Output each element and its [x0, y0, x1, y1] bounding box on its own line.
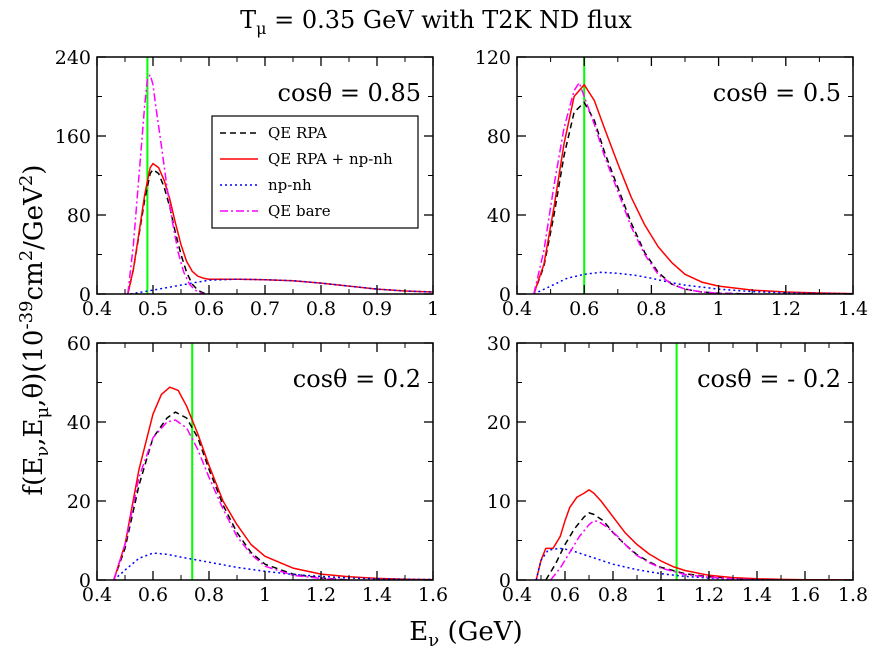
series-line-qe-rpa	[533, 101, 753, 294]
x-tick-label: 0.6	[138, 584, 168, 606]
x-tick-label: 1.4	[838, 298, 868, 320]
x-tick-label: 1.4	[742, 584, 772, 606]
plot-area	[535, 343, 853, 580]
x-tick-label: 0.9	[362, 298, 392, 320]
series-line-qe-rpa-np-nh	[535, 489, 853, 580]
y-tick-label: 0	[499, 570, 511, 592]
legend: QE RPA QE RPA + np-nh np-nh QE bare	[211, 115, 419, 229]
legend-label: QE bare	[268, 202, 331, 220]
panel-1: 0.4 0.5 0.6 0.7 0.8 0.9 1 0 80 160 240 cosθ = 0.85	[55, 47, 439, 320]
ylabel-part: cm	[19, 261, 49, 300]
y-tick-label: 80	[67, 205, 91, 227]
x-tick-label: 1.8	[838, 584, 868, 606]
ylabel-part: 2	[16, 250, 37, 261]
x-tick-label: 1.6	[790, 584, 820, 606]
panel-2: 0.4 0.6 0.8 1 1.2 1.4 0 40 80 120 cosθ = 0.5	[475, 47, 868, 320]
x-tick-label: 0.8	[636, 298, 666, 320]
x-tick-label: 0.4	[502, 584, 532, 606]
ylabel-part: ,θ)(10	[19, 330, 49, 407]
series-line-np-nh	[130, 278, 433, 294]
y-tick-label: 0	[79, 284, 91, 306]
x-axis-title: Eν (GeV)	[409, 617, 522, 651]
x-tick-label: 0.4	[502, 298, 532, 320]
x-tick-label: 1.2	[306, 584, 336, 606]
panel-label: cosθ = 0.85	[278, 79, 421, 107]
x-tick-label: 1	[259, 584, 271, 606]
xlabel-sub: ν	[428, 630, 439, 651]
chart-title: Tμ = 0.35 GeV with T2K ND flux	[240, 6, 632, 38]
x-tick-label: 1.6	[418, 584, 448, 606]
y-tick-label: 160	[55, 126, 91, 148]
series-line-qe-bare	[533, 81, 753, 294]
legend-label: QE RPA + np-nh	[268, 150, 393, 168]
title-main: T	[240, 6, 256, 34]
x-tick-label: 0.6	[194, 298, 224, 320]
y-tick-label: 30	[487, 333, 511, 355]
legend-label: np-nh	[268, 176, 312, 194]
y-tick-label: 10	[487, 491, 511, 513]
ylabel-part: ,E	[19, 419, 49, 446]
y-axis-title: f(Eν​,Eμ​,θ)(10-39​cm2​/GeV2​)	[16, 165, 53, 496]
x-tick-label: 0.5	[138, 298, 168, 320]
title-rest: = 0.35 GeV with T2K ND flux	[266, 6, 632, 34]
title-sub: μ	[256, 19, 266, 38]
panel-label: cosθ = 0.5	[713, 79, 841, 107]
plot-area	[113, 343, 433, 580]
ylabel-part: -39	[16, 301, 37, 330]
plot-area	[533, 57, 853, 294]
y-tick-label: 20	[487, 412, 511, 434]
x-tick-label: 1	[655, 584, 667, 606]
y-tick-label: 240	[55, 47, 91, 69]
ylabel-part: μ	[32, 407, 53, 419]
series-line-qe-bare	[550, 520, 758, 580]
y-tick-label: 40	[67, 412, 91, 434]
x-tick-label: 0.8	[306, 298, 336, 320]
ylabel-part: )	[19, 165, 49, 175]
ylabel-part: f(E	[19, 457, 49, 496]
legend-label: QE RPA	[268, 124, 327, 142]
x-tick-label: 0.7	[250, 298, 280, 320]
series-line-qe-rpa	[545, 512, 758, 580]
legend-box	[211, 115, 419, 229]
plot-area	[127, 57, 433, 294]
y-tick-label: 120	[475, 47, 511, 69]
panel-label: cosθ = 0.2	[293, 365, 421, 393]
y-tick-label: 20	[67, 491, 91, 513]
x-tick-label: 0.4	[82, 584, 112, 606]
ylabel-part: /GeV	[19, 185, 49, 250]
series-line-qe-rpa-np-nh	[533, 83, 853, 294]
x-tick-label: 1.2	[771, 298, 801, 320]
x-tick-label: 0.6	[569, 298, 599, 320]
y-tick-label: 60	[67, 333, 91, 355]
ylabel-part: 2	[16, 175, 37, 186]
series-line-qe-rpa	[113, 411, 350, 580]
y-tick-label: 80	[487, 126, 511, 148]
panel-label: cosθ = - 0.2	[697, 365, 841, 393]
y-tick-label: 0	[499, 284, 511, 306]
xlabel-rest: (GeV)	[439, 617, 522, 647]
x-tick-label: 0.4	[82, 298, 112, 320]
panel-3: 0.4 0.6 0.8 1 1.2 1.4 1.6 0 20 40 60 cosθ = 0.2	[67, 333, 448, 606]
series-line-np-nh	[535, 547, 782, 580]
series-line-np-nh	[533, 271, 853, 294]
x-tick-label: 0.8	[194, 584, 224, 606]
x-tick-label: 1	[713, 298, 725, 320]
y-tick-label: 0	[79, 570, 91, 592]
x-tick-label: 1.2	[694, 584, 724, 606]
x-tick-label: 0.6	[550, 584, 580, 606]
panel-4: 0.4 0.6 0.8 1 1.2 1.4 1.6 1.8 0 10 20 30 cosθ = - 0.…	[487, 333, 868, 606]
ylabel-part: ν	[32, 446, 53, 457]
x-tick-label: 1.4	[362, 584, 392, 606]
series-line-qe-bare	[113, 419, 350, 580]
series-line-qe-bare	[127, 74, 204, 294]
x-tick-label: 0.8	[598, 584, 628, 606]
series-line-qe-rpa-np-nh	[113, 386, 433, 580]
y-tick-label: 40	[487, 205, 511, 227]
x-tick-label: 1	[427, 298, 439, 320]
series-line-qe-rpa	[127, 168, 210, 294]
xlabel-main: E	[409, 617, 428, 647]
